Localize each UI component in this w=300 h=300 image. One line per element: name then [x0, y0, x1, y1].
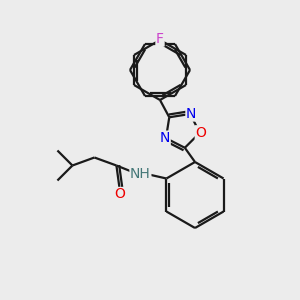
Text: N: N: [160, 131, 170, 145]
Text: N: N: [186, 107, 196, 121]
Text: F: F: [156, 32, 164, 46]
Text: O: O: [195, 126, 206, 140]
Text: O: O: [114, 188, 125, 202]
Text: NH: NH: [130, 167, 151, 181]
